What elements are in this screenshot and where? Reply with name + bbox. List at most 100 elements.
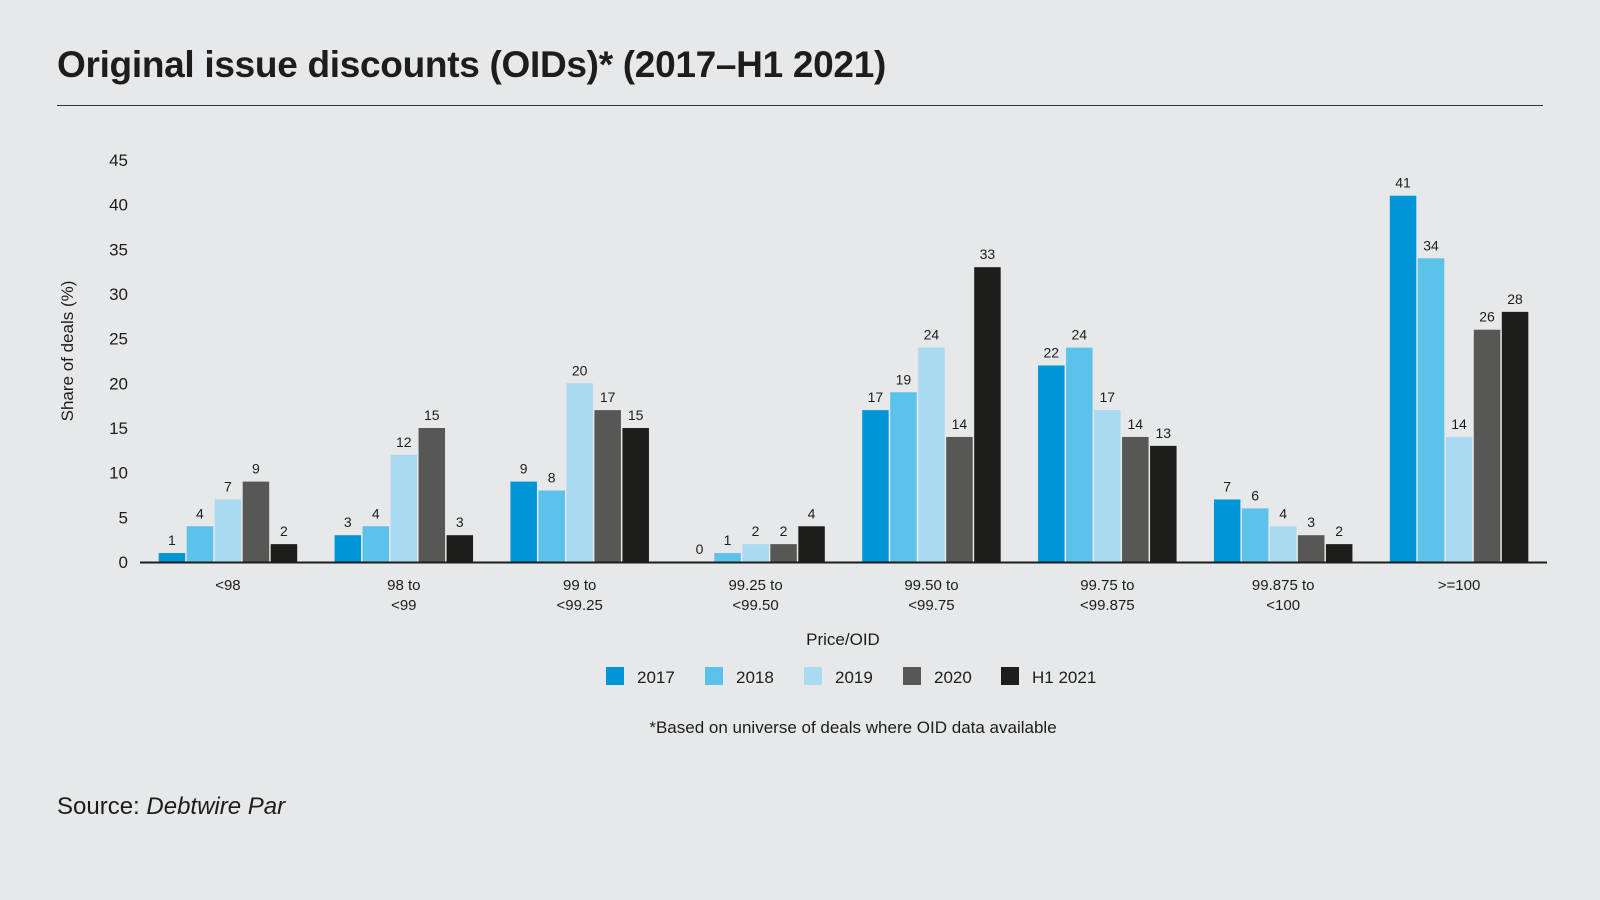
data-label: 9 bbox=[252, 461, 260, 477]
bar-2020 bbox=[594, 410, 621, 562]
y-tick-label: 10 bbox=[109, 464, 128, 483]
bar-2020 bbox=[1297, 535, 1325, 562]
y-axis: 0 5 10 15 20 25 30 35 40 45 Share of deals (%) bbox=[58, 151, 128, 572]
data-label: 3 bbox=[1307, 514, 1315, 530]
bar-2020 bbox=[418, 428, 446, 562]
data-label: 8 bbox=[548, 470, 556, 486]
bar-2017 bbox=[1038, 365, 1065, 562]
data-label: 14 bbox=[1451, 416, 1467, 432]
y-tick-label: 45 bbox=[109, 151, 128, 170]
x-tick-label: <100 bbox=[1266, 597, 1300, 614]
y-tick-label: 20 bbox=[109, 374, 128, 393]
bar-2018 bbox=[890, 392, 917, 562]
data-label: 2 bbox=[280, 523, 288, 539]
legend-swatch bbox=[903, 667, 921, 685]
data-label: 26 bbox=[1479, 309, 1495, 325]
x-axis-title: Price/OID bbox=[806, 630, 880, 649]
x-tick-label: 99.875 to bbox=[1252, 577, 1315, 594]
x-tick-label: 99.50 to bbox=[904, 577, 958, 594]
x-tick-label: <99 bbox=[391, 597, 416, 614]
legend-label: 2018 bbox=[736, 668, 774, 687]
source-name: Debtwire Par bbox=[146, 793, 286, 820]
bar-2017 bbox=[334, 535, 362, 562]
bar-2019 bbox=[566, 383, 593, 562]
legend-swatch bbox=[804, 667, 822, 685]
chart-title: Original issue discounts (OIDs)* (2017–H… bbox=[57, 44, 886, 85]
bar-2019 bbox=[1445, 436, 1473, 562]
data-label: 9 bbox=[520, 461, 528, 477]
data-label: 4 bbox=[372, 505, 380, 521]
bar-2020 bbox=[770, 544, 797, 562]
bar-2017 bbox=[510, 481, 537, 562]
bar-h1-2021 bbox=[974, 267, 1001, 562]
bar-h1-2021 bbox=[798, 526, 825, 562]
data-label: 17 bbox=[868, 389, 884, 405]
y-tick-label: 25 bbox=[109, 330, 128, 349]
legend-swatch bbox=[705, 667, 723, 685]
bar-2019 bbox=[918, 347, 945, 562]
bar-2017 bbox=[158, 553, 186, 562]
data-label: 15 bbox=[424, 407, 440, 423]
data-label: 13 bbox=[1156, 425, 1172, 441]
bar-2018 bbox=[1241, 508, 1269, 562]
y-tick-label: 15 bbox=[109, 419, 128, 438]
bar-2020 bbox=[242, 481, 270, 562]
bar-2017 bbox=[1389, 195, 1417, 562]
bar-2017 bbox=[862, 410, 889, 562]
source-label: Source: bbox=[57, 793, 140, 820]
x-tick-label: 99 to bbox=[563, 577, 596, 594]
y-tick-label: 5 bbox=[119, 508, 128, 527]
data-label: 14 bbox=[1128, 416, 1144, 432]
bar-h1-2021 bbox=[446, 535, 474, 562]
bar-2018 bbox=[538, 490, 565, 562]
legend: 2017 2018 2019 2020 H1 2021 bbox=[606, 667, 1096, 687]
data-label: 4 bbox=[196, 505, 204, 521]
x-tick-label: >=100 bbox=[1438, 577, 1481, 594]
data-label: 41 bbox=[1395, 175, 1411, 191]
data-label: 19 bbox=[896, 371, 912, 387]
data-label: 7 bbox=[224, 478, 232, 494]
data-label: 28 bbox=[1507, 291, 1523, 307]
x-axis: <98 98 to <99 99 to <99.25 99.25 to <99.50 99.5… bbox=[140, 561, 1547, 649]
bar-2018 bbox=[714, 553, 741, 562]
data-label: 0 bbox=[696, 541, 704, 557]
data-label: 3 bbox=[344, 514, 352, 530]
data-label: 12 bbox=[396, 434, 412, 450]
bar-2018 bbox=[186, 526, 214, 562]
bar-2020 bbox=[1122, 436, 1149, 562]
data-label: 15 bbox=[628, 407, 644, 423]
data-label: 1 bbox=[724, 532, 732, 548]
y-tick-label: 35 bbox=[109, 240, 128, 259]
bar-h1-2021 bbox=[1501, 311, 1529, 562]
data-label: 17 bbox=[600, 389, 616, 405]
bar-h1-2021 bbox=[270, 544, 298, 562]
data-label: 2 bbox=[1335, 523, 1343, 539]
data-label: 14 bbox=[952, 416, 968, 432]
data-label: 3 bbox=[456, 514, 464, 530]
bar-2019 bbox=[742, 544, 769, 562]
legend-swatch bbox=[606, 667, 624, 685]
data-label: 34 bbox=[1423, 237, 1439, 253]
data-label: 7 bbox=[1223, 478, 1231, 494]
data-label: 4 bbox=[808, 505, 816, 521]
bar-2018 bbox=[1417, 258, 1445, 562]
data-label: 22 bbox=[1044, 344, 1060, 360]
y-tick-label: 0 bbox=[119, 553, 128, 572]
bar-2019 bbox=[1094, 410, 1121, 562]
data-label: 24 bbox=[1072, 327, 1088, 343]
x-tick-label: 98 to bbox=[387, 577, 420, 594]
x-tick-label: <99.50 bbox=[732, 597, 778, 614]
legend-label: 2017 bbox=[637, 668, 675, 687]
y-tick-label: 40 bbox=[109, 196, 128, 215]
bars bbox=[158, 195, 1529, 562]
legend-swatch bbox=[1001, 667, 1019, 685]
data-label: 6 bbox=[1251, 487, 1259, 503]
data-label: 17 bbox=[1100, 389, 1116, 405]
source-line: Source: Debtwire Par bbox=[57, 793, 285, 821]
bar-2018 bbox=[362, 526, 390, 562]
x-tick-label: 99.25 to bbox=[728, 577, 782, 594]
bar-h1-2021 bbox=[1325, 544, 1353, 562]
bar-2020 bbox=[1473, 329, 1501, 562]
